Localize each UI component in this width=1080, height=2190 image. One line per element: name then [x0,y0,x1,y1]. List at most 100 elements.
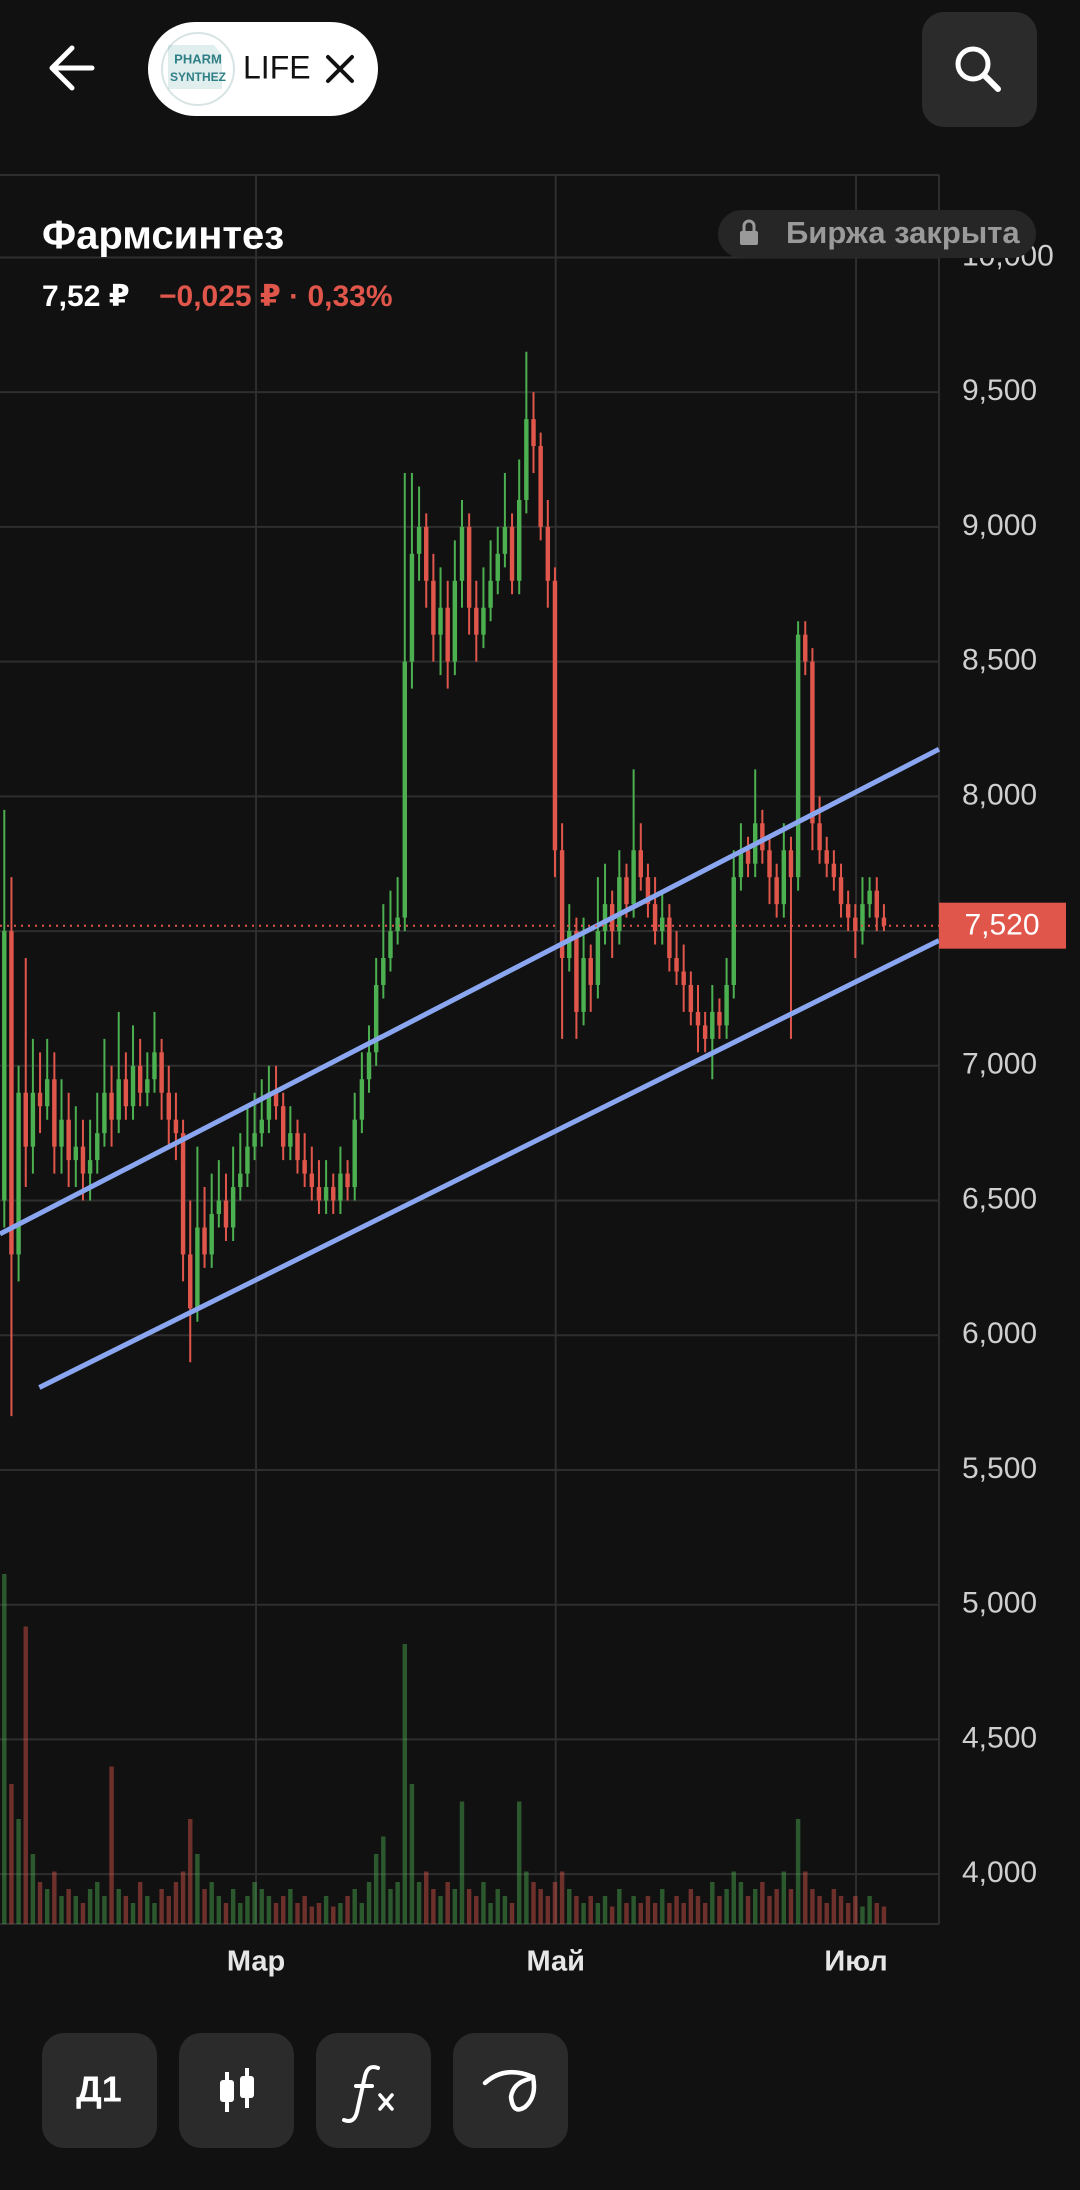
drawing-button[interactable] [453,2033,568,2148]
y-tick-label: 8,000 [962,778,1037,811]
candle-body [266,1092,272,1120]
volume-bar [288,1889,293,1924]
trend-line [38,938,941,1390]
volume-bar [674,1896,679,1924]
candle-body [166,1092,171,1120]
volume-bar [788,1889,794,1924]
candle-body [681,971,686,985]
candle-body [817,823,822,851]
candle-body [9,931,14,1255]
candle-body [123,1079,129,1107]
candle-body [381,958,386,985]
search-button[interactable] [922,12,1037,127]
candle-body [860,904,865,932]
candle-body [631,850,636,905]
volume-bar [624,1903,629,1924]
volume-bar [431,1889,436,1924]
candle-body [738,850,744,878]
candle-body [323,1187,329,1201]
lock-body [740,231,758,245]
candle-body [474,607,479,635]
volume-bar [37,1882,43,1924]
candle-body [295,1133,300,1161]
candle-body [745,850,751,864]
candle-body [152,1052,157,1080]
volume-bar [710,1882,715,1924]
y-tick-label: 5,000 [962,1587,1037,1620]
candle-body [803,634,808,662]
candle-body [867,890,872,905]
volume-bar [266,1896,272,1924]
candle-body [37,1092,43,1107]
volume-bar [631,1896,636,1924]
candle-body [574,931,579,1012]
volume-bar [567,1889,572,1924]
candle-body [309,1173,315,1188]
candle-body [209,1213,214,1255]
volume-bar [652,1903,658,1924]
candle-body [831,863,837,878]
volume-bar [538,1889,543,1924]
plot: 4,0004,5005,0005,5006,0006,5007,0007,500… [0,174,1066,1978]
ticker-chip[interactable]: PHARM SYNTHEZ LIFE [148,22,378,116]
volume-bar [137,1882,143,1924]
volume-bar [831,1889,837,1924]
candle-body [402,661,407,918]
volume-bar [338,1903,343,1924]
close-icon[interactable] [326,55,354,83]
candle-body [838,877,844,905]
volume-bar [16,1819,21,1924]
volume-bar [216,1896,222,1924]
y-tick-label: 4,000 [962,1856,1037,1889]
back-button[interactable] [49,45,95,91]
candle-body [66,1119,71,1161]
volume-bar [309,1906,315,1924]
candle-body [345,1173,350,1188]
candle-body [202,1227,207,1255]
candle-body [44,1079,50,1107]
candle-body [516,499,522,581]
candle-body [874,890,879,918]
volume-bar [438,1896,443,1924]
chart-type-button[interactable] [179,2033,294,2148]
candle-body [845,904,851,918]
candle-body [273,1092,279,1107]
indicators-button[interactable] [316,2033,431,2148]
volume-bar [667,1903,672,1924]
candle-body [52,1079,57,1147]
volume-bar [466,1889,472,1924]
volume-bar [280,1896,286,1924]
candle-body [452,580,458,662]
candle-body [531,419,536,447]
candle-body [431,580,436,635]
volume-bar [609,1906,615,1924]
candle-body [674,958,679,972]
candle-body [424,526,429,581]
candle-body [338,1173,343,1201]
volume-bar [44,1889,50,1924]
volume-bar [331,1906,336,1924]
candle-body [624,877,629,905]
candle-body [695,1011,701,1026]
candle-body [59,1119,64,1147]
volume-bar [445,1882,450,1924]
interval-button[interactable]: Д1 [42,2033,157,2148]
candle-body [595,931,601,985]
candle-body [652,904,658,932]
candle-body [495,553,500,581]
volume-bar [395,1882,400,1924]
volume-bar [130,1903,136,1924]
volume-bar [209,1882,214,1924]
candle-body [145,1079,150,1093]
volume-bar [781,1871,787,1924]
volume-bar [359,1903,365,1924]
candle-body [259,1119,264,1134]
y-tick-label: 9,000 [962,509,1037,542]
y-tick-label: 8,500 [962,644,1037,677]
volume-bar [509,1903,515,1924]
candle-body [409,553,415,662]
x-tick-label: Июл [824,1946,887,1978]
volume-bar [109,1766,114,1924]
volume-bar [352,1889,357,1924]
